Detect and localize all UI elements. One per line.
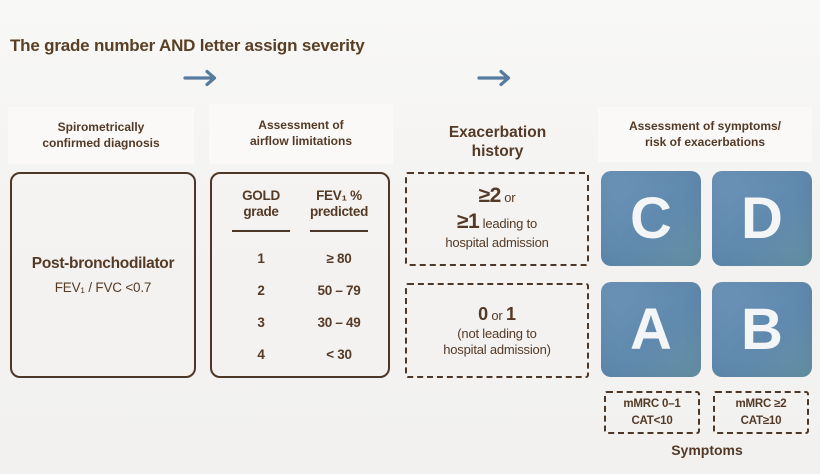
column-header-exacerbation: Exacerbation history [448, 124, 547, 160]
column-header-symptoms-risk: Assessment of symptoms/ risk of exacerba… [598, 107, 812, 162]
spirometry-box-criterion: FEV₁ / FVC <0.7 [54, 280, 152, 295]
fev-value-cell: 50 – 79 [317, 282, 361, 298]
exacerbation-low-line: hospital admission) [443, 341, 551, 357]
page-title: The grade number AND letter assign sever… [10, 36, 365, 55]
spirometry-box-title: Post-bronchodilator [31, 255, 175, 272]
table-header-underline [232, 229, 290, 232]
fev-value-cell: 30 – 49 [317, 314, 361, 330]
fev-predicted-column-header: FEV₁ % predicted [309, 188, 369, 220]
arrow-right-icon [183, 69, 217, 87]
abcd-group-grid: C D A B [601, 171, 812, 377]
group-b-square: B [712, 282, 812, 377]
exacerbation-low-line: (not leading to [457, 325, 537, 341]
gold-grade-table: GOLD grade FEV₁ % predicted 1 ≥ 80 2 50 … [210, 172, 390, 378]
exacerbation-high-value: ≥1 [456, 209, 480, 233]
fev-value-cell: ≥ 80 [326, 250, 352, 266]
exacerbation-low-value: 1 [506, 304, 516, 324]
gold-grade-cell: 3 [257, 314, 265, 330]
exacerbation-high-suffix: leading to [482, 215, 538, 231]
exacerbation-conjunction: or [504, 189, 516, 205]
arrow-right-icon [477, 69, 511, 87]
group-d-square: D [712, 171, 812, 266]
exacerbation-low-value: 0 [478, 304, 488, 324]
symptoms-axis-label: Symptoms [671, 442, 743, 458]
gold-grade-column-header: GOLD grade [242, 188, 280, 220]
gold-grade-cell: 4 [257, 346, 265, 362]
gold-grade-cell: 2 [257, 282, 265, 298]
group-c-square: C [601, 171, 701, 266]
fev-value-cell: < 30 [326, 346, 352, 362]
table-header-underline [310, 229, 368, 232]
column-header-spirometry: Spirometrically confirmed diagnosis [8, 107, 194, 164]
spirometry-box: Post-bronchodilator FEV₁ / FVC <0.7 [10, 172, 196, 378]
gold-grade-cell: 1 [257, 250, 265, 266]
exacerbation-high-value: ≥2 [478, 183, 502, 207]
exacerbation-high-risk-box: ≥2 or ≥1 leading to hospital admission [405, 172, 589, 266]
exacerbation-conjunction: or [491, 308, 503, 323]
symptoms-criteria-high: mMRC ≥2 CAT≥10 [713, 391, 809, 434]
column-header-airflow: Assessment of airflow limitations [209, 104, 393, 164]
symptoms-criteria-low: mMRC 0–1 CAT<10 [604, 391, 700, 434]
exacerbation-high-line: hospital admission [445, 235, 549, 251]
exacerbation-low-risk-box: 0 or 1 (not leading to hospital admissio… [405, 283, 589, 378]
group-a-square: A [601, 282, 701, 377]
